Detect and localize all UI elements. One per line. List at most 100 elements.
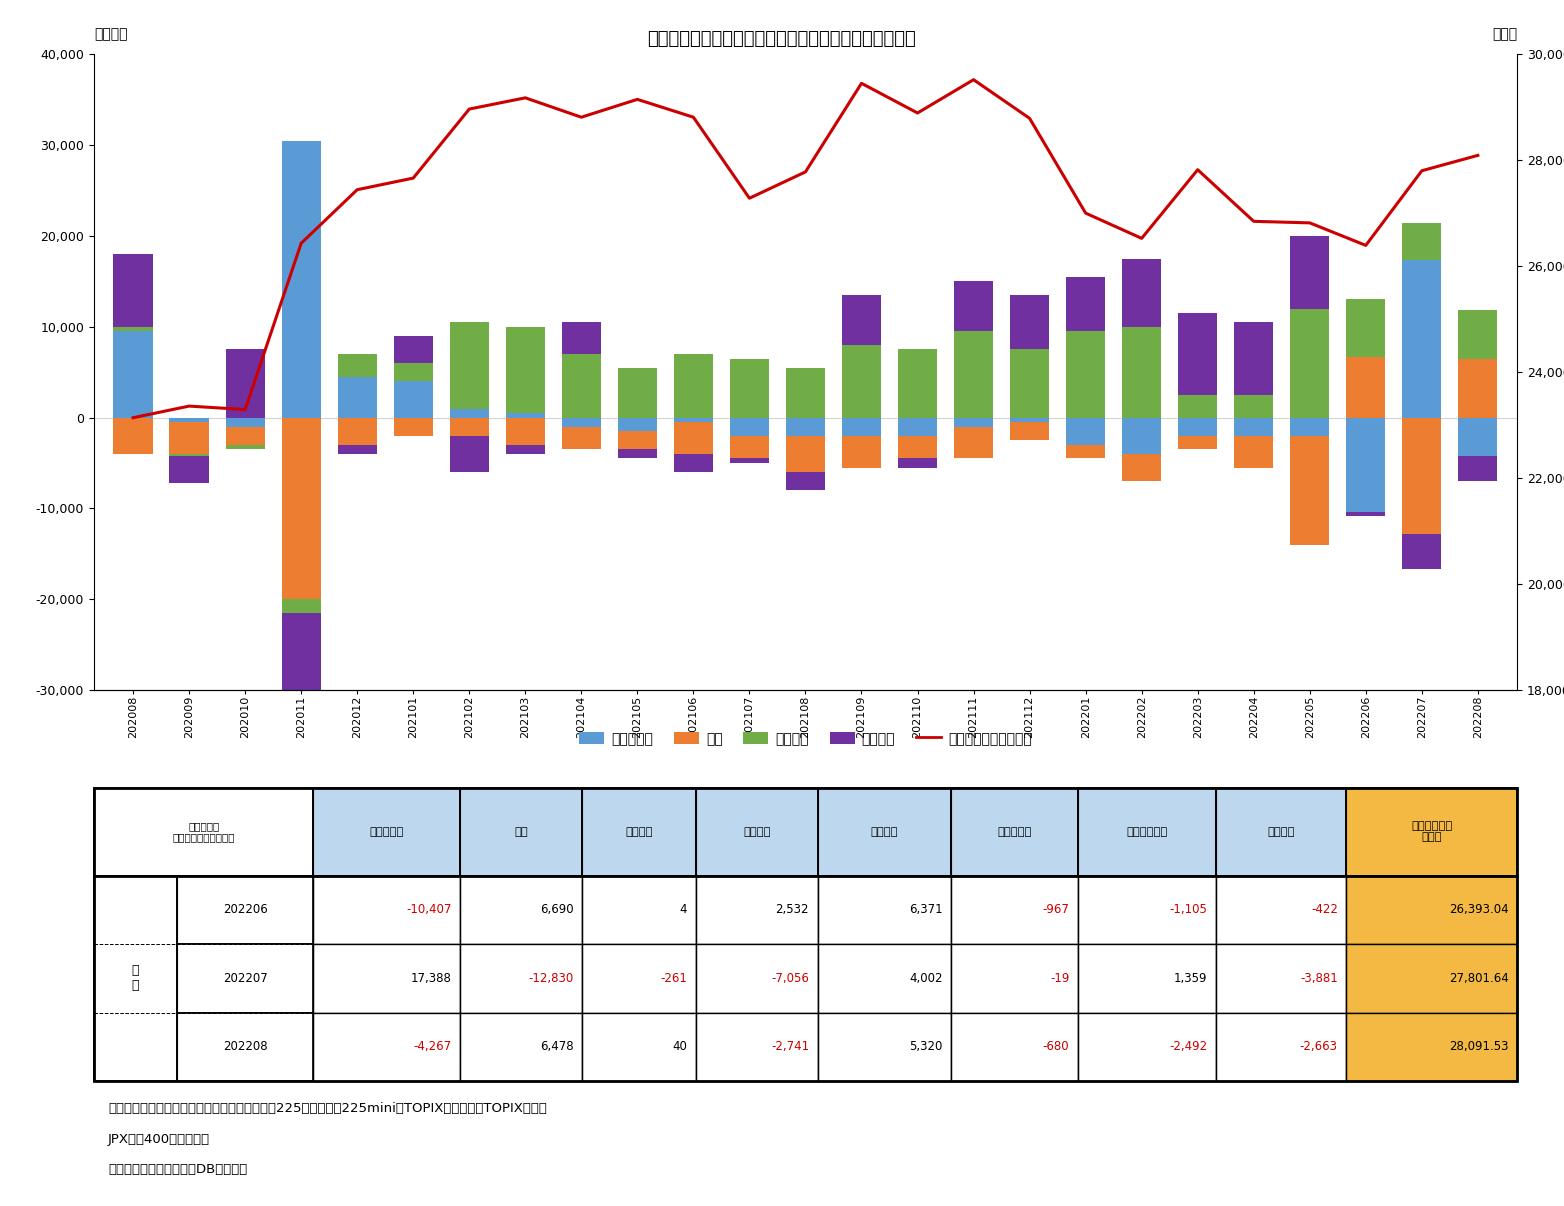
Text: JPX日絏400先物の合計: JPX日絏400先物の合計 [108,1132,210,1146]
Bar [841,417,881,435]
Bar [674,417,713,422]
Text: -261: -261 [660,972,687,985]
Bar [730,435,769,458]
Bar [1010,422,1049,440]
Text: 日絏平均株価
（円）: 日絏平均株価 （円） [1411,821,1453,843]
Bar [282,599,321,613]
Text: -967: -967 [1043,903,1070,917]
Bar [177,876,313,944]
Bar [313,788,460,876]
Bar [1078,788,1217,876]
Bar [1347,788,1517,876]
Bar [114,332,153,417]
Text: 都銀・地銀等: 都銀・地銀等 [1126,826,1168,837]
Bar [951,876,1078,944]
Bar [1010,350,1049,417]
Bar [505,417,544,445]
Bar [1458,456,1497,480]
Bar [1234,435,1273,468]
Bar [1290,417,1329,435]
Bar [618,450,657,458]
Bar [1234,417,1273,435]
Bar [1217,944,1347,1013]
Bar [460,876,582,944]
Bar [169,453,208,456]
Bar [561,417,601,427]
Bar [1403,417,1442,534]
Bar [841,435,881,468]
Text: 6,371: 6,371 [909,903,943,917]
Bar [1121,327,1160,417]
Bar [951,788,1078,876]
Bar [1458,358,1497,417]
Text: -19: -19 [1049,972,1070,985]
Bar [114,417,153,453]
Text: -4,267: -4,267 [413,1041,452,1053]
Bar [1178,435,1217,450]
Bar [1217,788,1347,876]
Bar [505,327,544,414]
Bar [730,358,769,417]
Bar [954,281,993,332]
Bar [394,381,433,417]
Text: 202207: 202207 [224,972,267,985]
Text: -2,492: -2,492 [1170,1041,1207,1053]
Bar [450,435,490,472]
Bar [282,141,321,417]
Bar [338,417,377,445]
Bar [1121,453,1160,481]
Bar [898,458,937,468]
Text: （注）現物は東証・名証の二市場、先物は日絏225先物、日絏225mini、TOPIX先物、ミニTOPIX先物、: （注）現物は東証・名証の二市場、先物は日絏225先物、日絏225mini、TOP… [108,1102,547,1116]
Bar [785,417,826,435]
Bar [696,944,818,1013]
Bar [730,417,769,435]
Bar [785,472,826,491]
Bar [561,322,601,355]
Bar [954,417,993,427]
Bar [696,1013,818,1081]
Bar [1078,944,1217,1013]
Bar [951,1013,1078,1081]
Bar [1217,1013,1347,1081]
Text: 生保・損保: 生保・損保 [998,826,1032,837]
Text: （資料）ニッセイ基礎研DBから作成: （資料）ニッセイ基礎研DBから作成 [108,1163,247,1176]
Bar [954,332,993,417]
Text: 事業法人: 事業法人 [871,826,898,837]
Bar [561,355,601,417]
Bar [1458,417,1497,456]
Bar [841,295,881,345]
Bar [225,445,264,450]
Text: 6,690: 6,690 [540,903,574,917]
Bar [1067,277,1106,332]
Bar [674,355,713,417]
Bar [730,458,769,463]
Bar [1290,309,1329,417]
Bar [1078,1013,1217,1081]
Bar [785,435,826,472]
Bar [818,788,951,876]
Bar [94,876,177,1081]
Bar [177,944,313,1013]
Bar [1347,1013,1517,1081]
Bar [338,355,377,376]
Bar [460,788,582,876]
Text: 202206: 202206 [224,903,267,917]
Text: -7,056: -7,056 [771,972,809,985]
Bar [582,788,696,876]
Bar [225,417,264,427]
Bar [114,327,153,332]
Text: -1,105: -1,105 [1170,903,1207,917]
Text: 1,359: 1,359 [1175,972,1207,985]
Bar [1234,322,1273,394]
Bar [394,417,433,435]
Bar [169,417,208,422]
Text: 個人: 個人 [515,826,527,837]
Bar [696,788,818,876]
Bar [1121,258,1160,327]
Text: 単位：億円
（億円未満切り捨て）: 単位：億円 （億円未満切り捨て） [172,821,235,843]
Bar [1067,332,1106,417]
Bar [1403,534,1442,569]
Text: 17,388: 17,388 [410,972,452,985]
Bar [898,435,937,458]
Text: -680: -680 [1043,1041,1070,1053]
